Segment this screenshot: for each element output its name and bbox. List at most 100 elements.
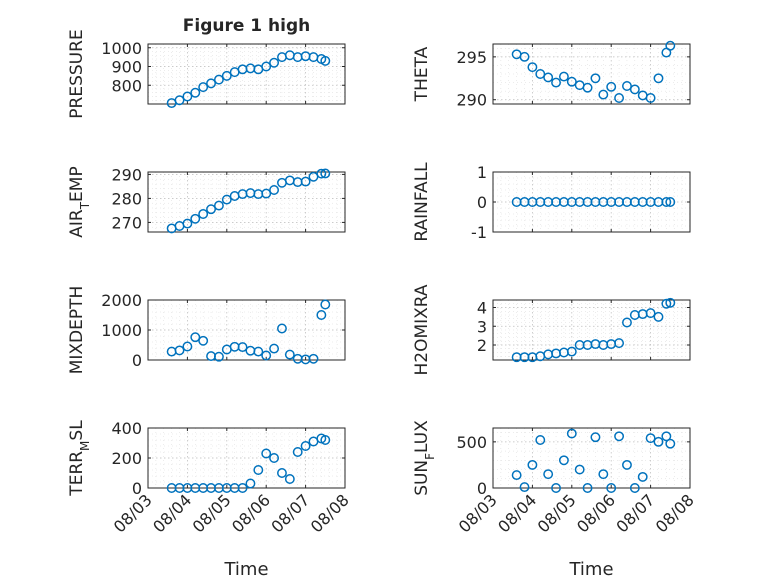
y-axis-label: AIRTEMP [67,166,92,237]
y-axis-label: MIXDEPTH [67,286,87,375]
data-point [237,483,248,493]
data-point [253,465,264,475]
data-point [320,55,331,66]
data-point [665,197,676,207]
data-point [237,342,248,353]
y-axis-label: PRESSURE [67,29,87,118]
y-tick-label: 1 [477,163,487,182]
y-tick-label: 900 [111,58,142,77]
y-tick-label: 0 [132,479,142,498]
y-tick-label: 500 [456,433,487,452]
y-tick-label: -1 [471,223,487,242]
x-tick-label: 08/06 [228,490,274,536]
data-point [614,431,625,442]
axes-frame [147,299,346,361]
data-point [269,453,280,463]
y-tick-label: 800 [111,76,142,95]
data-point [511,470,522,481]
data-point [645,308,656,319]
data-point [558,71,569,82]
y-axis-label: THETA [412,46,432,102]
data-point [300,176,311,187]
data-point [653,73,664,84]
data-point [665,297,676,308]
data-point [566,76,577,87]
x-tick-label: 08/06 [573,490,619,536]
data-point [221,194,232,205]
data-point [190,213,201,224]
data-point [198,209,209,219]
x-tick-label: 08/05 [534,490,580,536]
data-point [622,317,632,328]
data-point [174,345,185,356]
data-point [527,62,538,73]
x-tick-label: 08/08 [652,490,698,536]
data-point [653,436,664,447]
y-tick-label: 400 [111,419,142,438]
x-tick-label: 08/07 [267,490,313,536]
data-point [206,78,216,89]
data-point [665,438,676,449]
data-point [614,338,625,349]
y-tick-label: 3 [477,317,487,336]
subplot-rainfall: -1 0 1 RAINFALL [412,162,691,242]
data-point [622,459,632,470]
data-point [661,431,672,442]
data-point [292,447,303,457]
axes-frame [147,171,346,233]
data-point [543,469,554,480]
data-point [574,464,585,475]
y-tick-label: 1000 [101,39,142,58]
data-point [590,73,601,84]
data-point [198,82,209,93]
x-tick-label: 08/07 [612,490,658,536]
data-point [535,435,546,445]
data-point [637,471,648,482]
data-point [308,353,319,364]
subplot-h2omixra: 234 H2OMIXRA [412,284,691,376]
data-point [269,57,280,68]
data-point [606,81,617,92]
y-tick-label: 0 [477,479,487,498]
x-axis-label: Time [568,559,613,580]
data-point [566,428,577,439]
y-axis-label: SUNFLUX [412,420,437,496]
y-tick-label: 2 [477,336,487,355]
data-point [277,468,287,478]
data-point [527,459,538,470]
x-axis-label: Time [223,559,268,580]
data-point [182,341,193,352]
y-tick-label: 290 [111,165,142,184]
axes-frame [147,43,346,105]
data-point [645,433,656,444]
axes-frame [492,299,691,361]
y-tick-label: 290 [456,91,487,110]
data-point [284,349,295,360]
data-point [645,93,656,103]
y-axis-label: RAINFALL [412,162,432,242]
data-point [519,482,530,493]
y-tick-label: 0 [132,351,142,370]
data-point [213,351,224,362]
data-point [245,478,256,489]
data-point [190,87,201,98]
data-point [606,483,617,493]
y-tick-label: 295 [456,48,487,67]
data-point [566,346,577,357]
data-point [629,483,640,493]
data-point [582,82,593,93]
data-point [558,455,569,466]
data-point [519,51,530,62]
data-point [253,346,264,357]
data-point [190,332,201,343]
data-point [320,168,331,179]
y-tick-label: 2000 [101,291,142,310]
data-point [182,91,193,102]
data-point [653,311,664,322]
subplot-theta: 290 295 THETA [412,40,691,110]
y-tick-label: 4 [477,299,487,318]
data-point [174,95,185,106]
subplot-mixdepth: 0 1000 2000 MIXDEPTH [67,286,346,375]
data-point [320,435,331,445]
